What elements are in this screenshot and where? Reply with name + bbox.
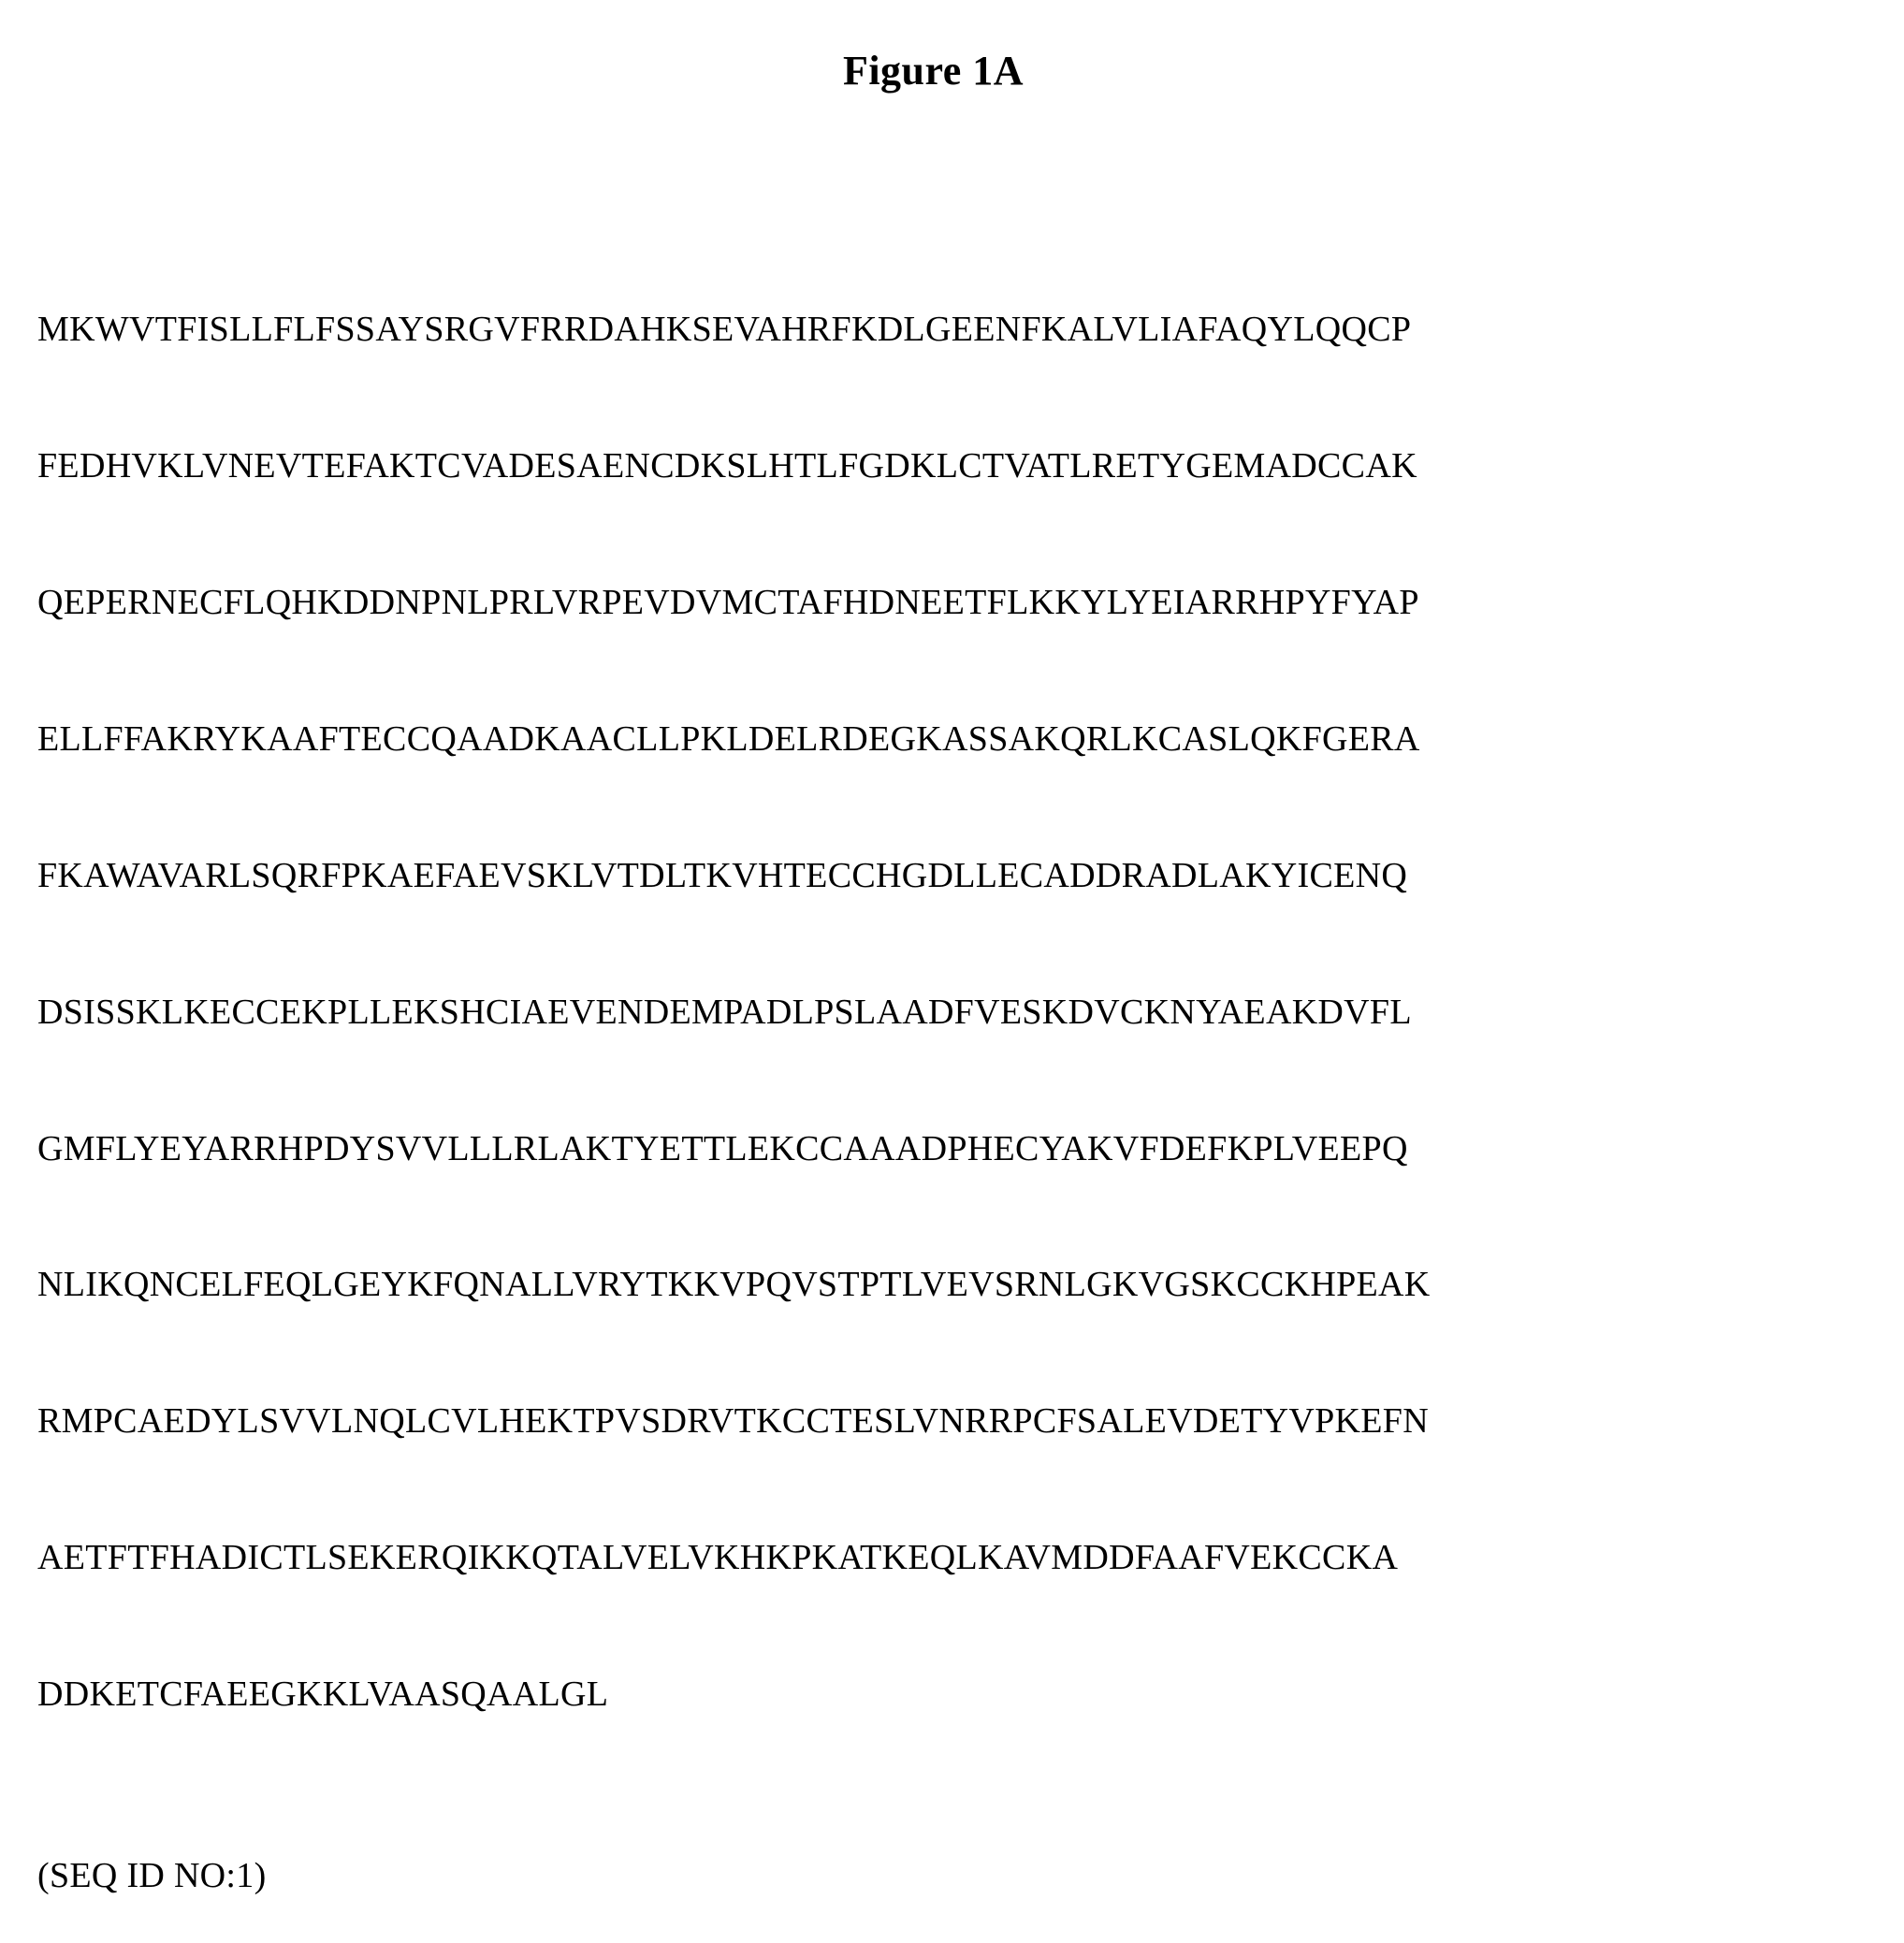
sequence-line: AETFTFHADICTLSEKERQIKKQTALVELVKHKPKATKEQ…: [37, 1535, 1829, 1581]
sequence-line: FKAWAVARLSQRFPKAEFAEVSKLVTDLTKVHTECCHGDL…: [37, 853, 1829, 899]
seq-id-label: (SEQ ID NO:1): [37, 1855, 1829, 1896]
sequence-line: DSISSKLKECCEKPLLEKSHCIAEVENDEMPADLPSLAAD…: [37, 990, 1829, 1036]
sequence-line: QEPERNECFLQHKDDNPNLPRLVRPEVDVMCTAFHDNEET…: [37, 580, 1829, 626]
sequence-line: DDKETCFAEEGKKLVAASQAALGL: [37, 1672, 1829, 1718]
sequence-line: ELLFFAKRYKAAFTECCQAADKAACLLPKLDELRDEGKAS…: [37, 717, 1829, 762]
sequence-line: FEDHVKLVNEVTEFAKTCVADESAENCDKSLHTLFGDKLC…: [37, 443, 1829, 489]
figure-title: Figure 1A: [37, 47, 1829, 94]
sequence-line: NLIKQNCELFEQLGEYKFQNALLVRYTKKVPQVSTPTLVE…: [37, 1262, 1829, 1308]
sequence-line: RMPCAEDYLSVVLNQLCVLHEKTPVSDRVTKCCTESLVNR…: [37, 1399, 1829, 1444]
sequence-block: MKWVTFISLLFLFSSAYSRGVFRRDAHKSEVAHRFKDLGE…: [37, 216, 1829, 1808]
sequence-line: GMFLYEYARRHPDYSVVLLLRLAKTYETTLEKCCAAADPH…: [37, 1126, 1829, 1172]
document-container: Figure 1A MKWVTFISLLFLFSSAYSRGVFRRDAHKSE…: [0, 0, 1904, 1943]
sequence-line: MKWVTFISLLFLFSSAYSRGVFRRDAHKSEVAHRFKDLGE…: [37, 307, 1829, 353]
